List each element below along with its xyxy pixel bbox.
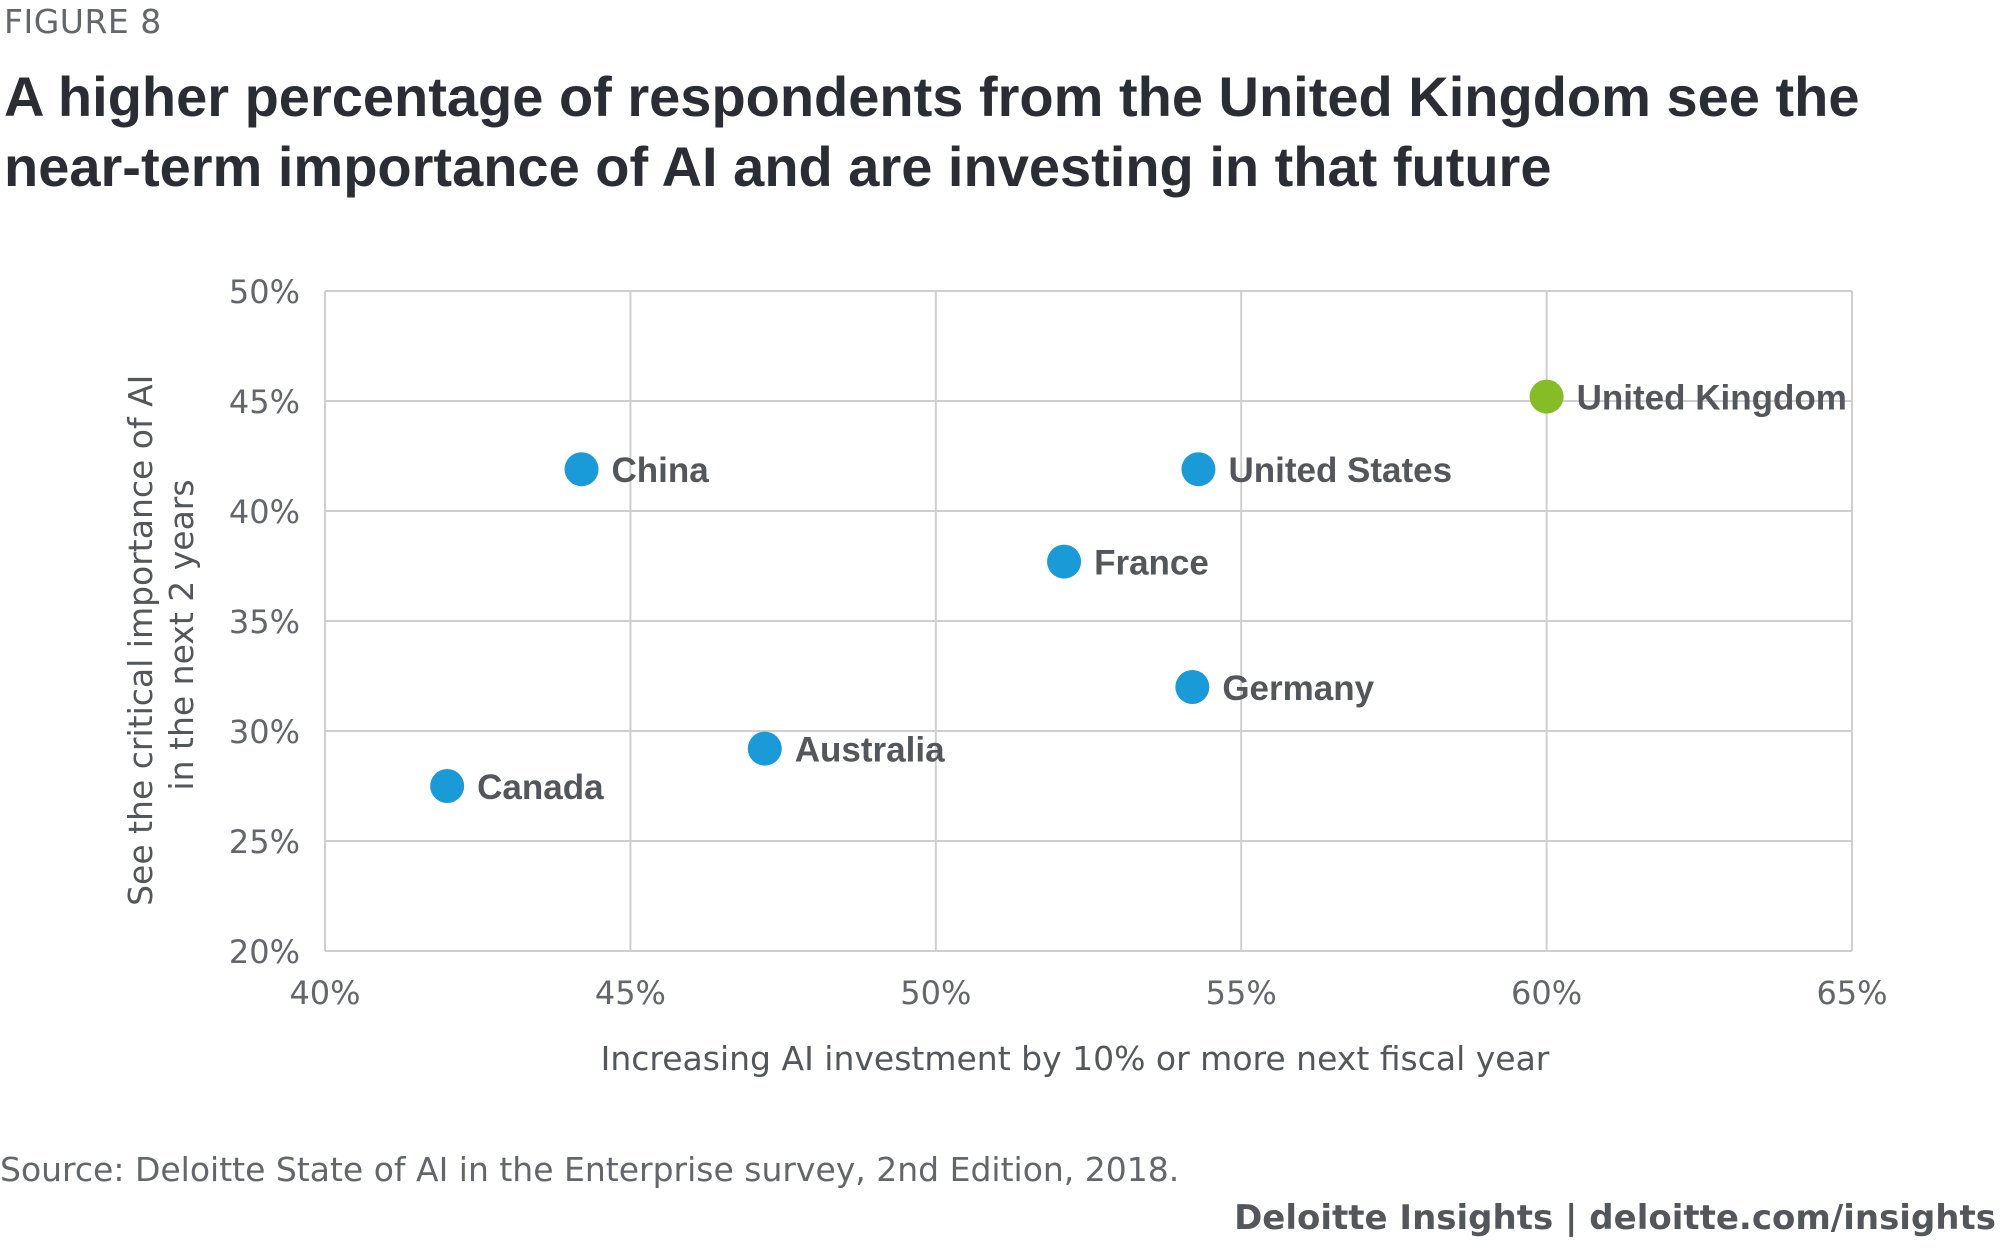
chart-title-line-2: near-term importance of AI and are inves… — [4, 135, 1552, 198]
point-united-states — [1181, 452, 1216, 487]
y-axis-title-line-2: in the next 2 years — [162, 479, 201, 790]
x-tick-label-60: 60% — [1511, 974, 1582, 1012]
point-united-kingdom — [1529, 379, 1564, 414]
x-tick-label-50: 50% — [900, 974, 971, 1012]
point-china — [564, 452, 599, 487]
y-tick-label-35: 35% — [229, 603, 300, 641]
y-tick-label-50: 50% — [229, 273, 300, 311]
point-australia — [747, 731, 782, 766]
point-labels: China United States United Kingdom France Ge… — [477, 379, 1847, 807]
point-france — [1047, 544, 1082, 579]
y-axis-title-line-1: See the critical importance of AI — [121, 375, 160, 906]
x-tick-label-55: 55% — [1206, 974, 1277, 1012]
point-label-france: France — [1094, 544, 1209, 583]
point-canada — [430, 769, 465, 803]
point-label-united-states: United States — [1228, 451, 1452, 490]
data-points — [430, 379, 1564, 803]
y-tick-label-30: 30% — [229, 713, 300, 751]
y-tick-label-20: 20% — [229, 933, 300, 971]
y-tick-label-25: 25% — [229, 823, 300, 861]
y-axis-ticks: 20% 25% 30% 35% 40% 45% 50% — [229, 273, 300, 971]
chart-title: A higher percentage of respondents from … — [4, 62, 1904, 202]
source-note: Source: Deloitte State of AI in the Ente… — [0, 1150, 1180, 1189]
y-tick-label-40: 40% — [229, 493, 300, 531]
x-axis-title: Increasing AI investment by 10% or more … — [601, 1039, 1550, 1078]
grid — [324, 290, 1853, 952]
footer-credit: Deloitte Insights | deloitte.com/insight… — [1234, 1198, 1996, 1238]
point-germany — [1175, 670, 1210, 704]
x-axis-ticks: 40% 45% 50% 55% 60% 65% — [289, 974, 1887, 1012]
y-axis-title: See the critical importance of AI in the… — [121, 364, 201, 906]
y-tick-label-45: 45% — [229, 383, 300, 421]
scatter-chart: 20% 25% 30% 35% 40% 45% 50% 40% 45% 50% 55% 60% 65%… — [121, 273, 1888, 1078]
x-tick-label-45: 45% — [595, 974, 666, 1012]
point-label-china: China — [612, 451, 710, 490]
point-label-united-kingdom: United Kingdom — [1577, 379, 1847, 418]
chart-title-line-1: A higher percentage of respondents from … — [4, 65, 1860, 128]
x-tick-label-65: 65% — [1816, 974, 1887, 1012]
figure-label: FIGURE 8 — [4, 2, 162, 41]
point-label-germany: Germany — [1222, 669, 1374, 708]
x-tick-label-40: 40% — [289, 974, 360, 1012]
point-label-canada: Canada — [477, 768, 604, 807]
point-label-australia: Australia — [795, 731, 945, 770]
